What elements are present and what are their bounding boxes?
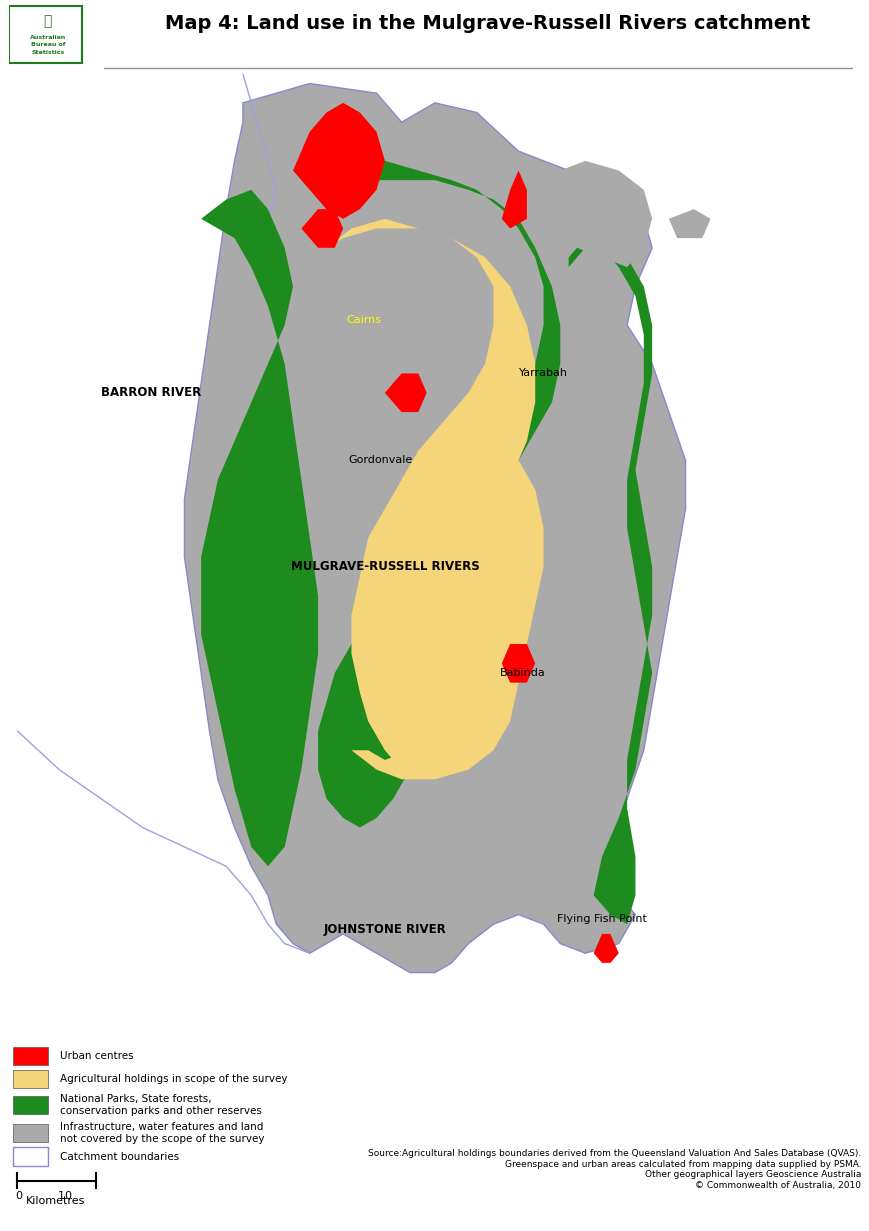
Polygon shape (668, 209, 710, 238)
Text: Cairns: Cairns (346, 315, 381, 325)
Bar (12, 1124, 48, 1142)
Text: MULGRAVE-RUSSELL RIVERS: MULGRAVE-RUSSELL RIVERS (290, 560, 479, 574)
Polygon shape (384, 373, 426, 412)
Polygon shape (318, 161, 560, 827)
Text: Urban centres: Urban centres (59, 1051, 133, 1061)
Polygon shape (568, 238, 652, 924)
Text: 0          10: 0 10 (16, 1190, 71, 1201)
Bar (12, 1096, 48, 1114)
Text: Catchment boundaries: Catchment boundaries (59, 1151, 179, 1162)
Polygon shape (501, 644, 534, 683)
Text: Infrastructure, water features and land
not covered by the scope of the survey: Infrastructure, water features and land … (59, 1123, 264, 1144)
Text: Bureau of: Bureau of (30, 42, 65, 48)
Polygon shape (293, 103, 384, 219)
Text: Map 4: Land use in the Mulgrave-Russell Rivers catchment: Map 4: Land use in the Mulgrave-Russell … (164, 15, 809, 33)
FancyBboxPatch shape (9, 6, 83, 64)
Text: Babinda: Babinda (500, 668, 545, 678)
Polygon shape (501, 171, 527, 229)
Polygon shape (593, 934, 618, 963)
Text: Agricultural holdings in scope of the survey: Agricultural holdings in scope of the su… (59, 1073, 287, 1085)
Polygon shape (351, 460, 543, 779)
Text: National Parks, State forests,
conservation parks and other reserves: National Parks, State forests, conservat… (59, 1094, 262, 1115)
Text: Source:Agricultural holdings boundaries derived from the Queensland Valuation An: Source:Agricultural holdings boundaries … (368, 1150, 860, 1189)
Polygon shape (301, 209, 342, 247)
Text: Gordonvale: Gordonvale (348, 455, 413, 465)
Polygon shape (201, 190, 318, 867)
Text: Yarrabah: Yarrabah (519, 368, 567, 378)
Text: Flying Fish Point: Flying Fish Point (556, 915, 647, 924)
Bar (12, 1147, 48, 1166)
Text: Australian: Australian (30, 34, 66, 41)
Polygon shape (534, 161, 652, 267)
Bar (12, 1070, 48, 1088)
Polygon shape (326, 219, 534, 769)
Text: JOHNSTONE RIVER: JOHNSTONE RIVER (323, 922, 446, 936)
Bar (12, 1046, 48, 1065)
Text: 🌿: 🌿 (43, 14, 52, 28)
Text: Kilometres: Kilometres (26, 1197, 85, 1206)
Text: BARRON RIVER: BARRON RIVER (101, 387, 201, 399)
Polygon shape (184, 84, 685, 972)
Text: Statistics: Statistics (31, 49, 64, 55)
